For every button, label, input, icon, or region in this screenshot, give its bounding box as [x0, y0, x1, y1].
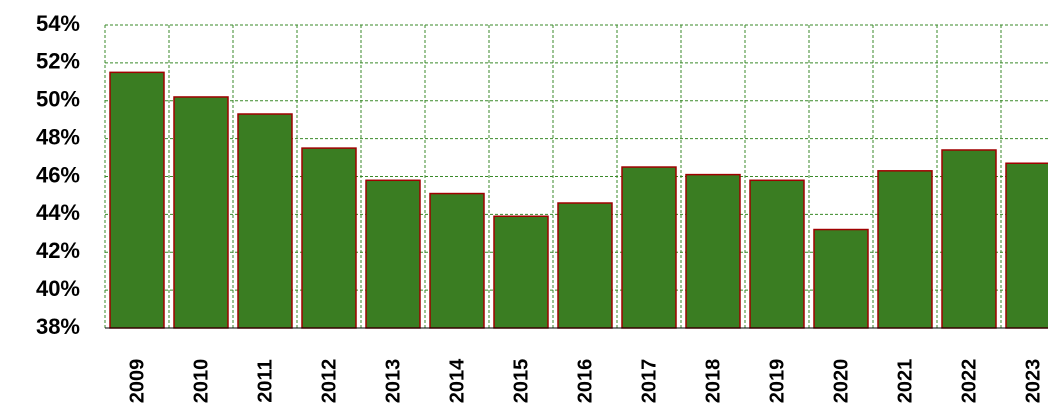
bar [685, 173, 741, 329]
x-tick-label: 2014 [446, 358, 468, 403]
x-tick-label: 2011 [254, 359, 276, 402]
bar [429, 192, 485, 329]
y-tick-label: 44% [36, 200, 80, 225]
x-tick-label: 2018 [702, 359, 724, 404]
bar [621, 166, 677, 329]
bar [941, 149, 997, 329]
x-tick-label: 2010 [190, 359, 212, 404]
bar [109, 71, 165, 329]
y-tick-label: 48% [36, 124, 80, 149]
x-tick-label: 2023 [1022, 359, 1044, 404]
bar [301, 147, 357, 329]
bar [1005, 162, 1048, 329]
x-tick-label: 2013 [382, 359, 404, 404]
x-tick-label: 2022 [958, 359, 980, 404]
bar [749, 179, 805, 329]
bar [365, 179, 421, 329]
y-tick-label: 54% [36, 11, 80, 36]
x-tick-label: 2016 [574, 359, 596, 404]
bar [173, 96, 229, 329]
bar [493, 215, 549, 329]
x-tick-label: 2020 [830, 359, 852, 404]
x-tick-label: 2009 [126, 359, 148, 404]
bar [557, 202, 613, 329]
x-tick-label: 2017 [638, 359, 660, 404]
bar [877, 170, 933, 329]
x-tick-label: 2012 [318, 359, 340, 404]
y-tick-label: 38% [36, 314, 80, 339]
x-tick-label: 2015 [510, 359, 532, 404]
y-tick-label: 50% [36, 87, 80, 112]
x-tick-label: 2019 [766, 359, 788, 404]
y-tick-label: 52% [36, 49, 80, 74]
bar [237, 113, 293, 329]
bar [813, 228, 869, 329]
y-tick-label: 42% [36, 238, 80, 263]
x-tick-label: 2021 [894, 359, 916, 404]
y-tick-label: 46% [36, 162, 80, 187]
y-tick-label: 40% [36, 276, 80, 301]
